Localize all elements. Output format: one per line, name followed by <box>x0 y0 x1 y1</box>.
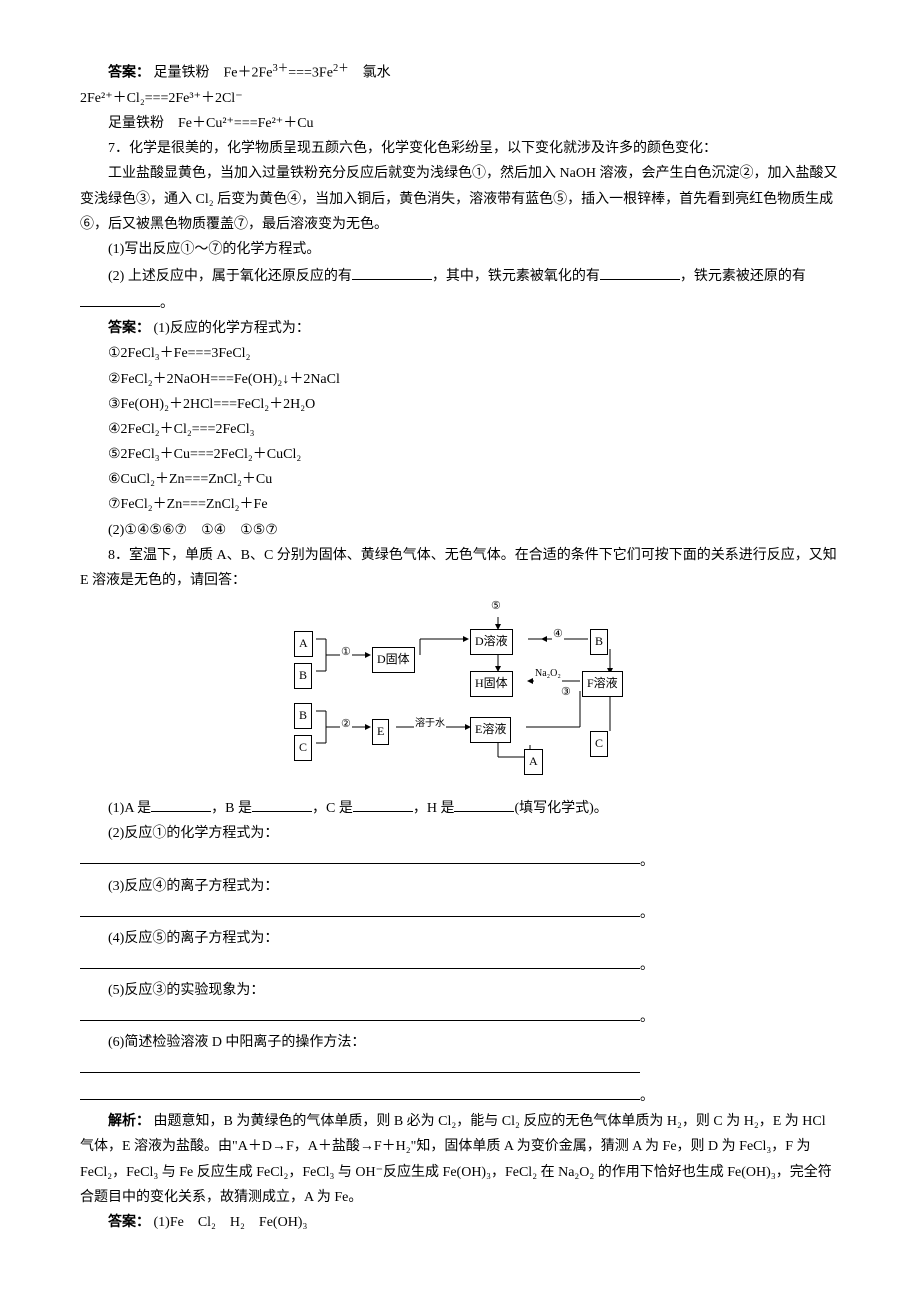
q7-answer: 答案： (1)反应的化学方程式为： <box>80 316 840 341</box>
ans-pre-1c: ===3Fe <box>288 66 333 81</box>
lab-na: Na₂O₂ <box>534 665 562 683</box>
box-d: D固体 <box>372 647 415 673</box>
ans-pre-1e: 氯水 <box>349 66 391 81</box>
blank <box>352 262 432 280</box>
q8-1d: ，H 是 <box>413 801 455 816</box>
box-b1b: B <box>294 703 312 729</box>
box-a2: A <box>524 749 543 775</box>
q8-intro: 8．室温下，单质 A、B、C 分别为固体、黄绿色气体、无色气体。在合适的条件下它… <box>80 543 840 593</box>
jiexi-label: 解析： <box>108 1114 150 1129</box>
period: 。 <box>640 1010 654 1025</box>
q7-eq3: ③Fe(OH)₂＋2HCl===FeCl₂＋2H₂O <box>80 392 840 417</box>
q8-1a: (1)A 是 <box>108 801 151 816</box>
ans-pre-1b: 3＋ <box>273 63 289 74</box>
blank <box>252 794 312 812</box>
box-c1: C <box>294 735 312 761</box>
blank-line <box>80 1003 640 1021</box>
answer-label: 答案： <box>108 66 150 81</box>
q7-intro: 7．化学是很美的，化学物质呈现五颜六色，化学变化色彩纷呈，以下变化就涉及许多的颜… <box>80 136 840 161</box>
q8-1b: ，B 是 <box>211 801 252 816</box>
q8-sub4-blank: 。 <box>80 951 840 978</box>
q8-jiexi: 解析： 由题意知，B 为黄绿色的气体单质，则 B 必为 Cl₂，能与 Cl₂ 反… <box>80 1109 840 1210</box>
box-h: H固体 <box>470 671 513 697</box>
lab1: ① <box>340 643 352 663</box>
period: 。 <box>640 906 654 921</box>
q8-answer: 答案： (1)Fe Cl₂ H₂ Fe(OH)₃ <box>80 1210 840 1235</box>
q7-eq1: ①2FeCl₃＋Fe===3FeCl₂ <box>80 341 840 366</box>
blank <box>600 262 680 280</box>
lab3: ③ <box>560 683 572 703</box>
ans-pre-1d: 2＋ <box>333 63 349 74</box>
answer-label: 答案： <box>108 321 150 336</box>
blank-line <box>80 899 640 917</box>
q7-eq4: ④2FeCl₂＋Cl₂===2FeCl₃ <box>80 417 840 442</box>
box-dsol: D溶液 <box>470 629 513 655</box>
blank <box>454 794 514 812</box>
q8-sub5: (5)反应③的实验现象为： <box>80 978 840 1003</box>
q7-sub1: (1)写出反应①～⑦的化学方程式。 <box>80 237 840 262</box>
blank-line <box>80 1055 640 1073</box>
box-b1: B <box>294 663 312 689</box>
answer-pre-line2: 2Fe²⁺＋Cl₂===2Fe³⁺＋2Cl⁻ <box>80 86 840 111</box>
q7-ans-head: (1)反应的化学方程式为： <box>154 321 310 336</box>
q8-diagram: A B B C D固体 E D溶液 H固体 E溶液 F溶液 B A C ① ② … <box>80 599 840 788</box>
q8-ans1: (1)Fe Cl₂ H₂ Fe(OH)₃ <box>154 1215 308 1230</box>
blank-line <box>80 1082 640 1100</box>
q8-sub5-blank: 。 <box>80 1003 840 1030</box>
blank <box>353 794 413 812</box>
q7-sub2-a: (2) 上述反应中，属于氧化还原反应的有 <box>108 269 352 284</box>
period: 。 <box>640 958 654 973</box>
q7-sub2-d: 。 <box>160 296 174 311</box>
q7-sub2-c: ，铁元素被还原的有 <box>680 269 806 284</box>
q8-sub6: (6)简述检验溶液 D 中阳离子的操作方法： <box>80 1030 840 1055</box>
blank-line <box>80 847 640 865</box>
q8-sub3-blank: 。 <box>80 899 840 926</box>
box-esol: E溶液 <box>470 717 511 743</box>
q7-ans2: (2)①④⑤⑥⑦ ①④ ①⑤⑦ <box>80 518 840 543</box>
q8-sub2: (2)反应①的化学方程式为： <box>80 821 840 846</box>
q7-eq5: ⑤2FeCl₃＋Cu===2FeCl₂＋CuCl₂ <box>80 442 840 467</box>
box-f: F溶液 <box>582 671 623 697</box>
lab-dissolve: 溶于水 <box>414 715 446 733</box>
ans-pre-1a: 足量铁粉 Fe＋2Fe <box>154 66 273 81</box>
answer-pre-line3: 足量铁粉 Fe＋Cu²⁺===Fe²⁺＋Cu <box>80 111 840 136</box>
q8-1c: ，C 是 <box>312 801 353 816</box>
box-c2: C <box>590 731 608 757</box>
lab5: ⑤ <box>490 597 502 617</box>
q7-sub2: (2) 上述反应中，属于氧化还原反应的有 ，其中，铁元素被氧化的有 ，铁元素被还原的… <box>80 262 840 316</box>
blank <box>151 794 211 812</box>
q8-sub4: (4)反应⑤的离子方程式为： <box>80 926 840 951</box>
answer-label: 答案： <box>108 1215 150 1230</box>
answer-pre-line1: 答案： 足量铁粉 Fe＋2Fe3＋===3Fe2＋ 氯水 <box>80 60 840 86</box>
q8-sub6-blank2: 。 <box>80 1082 840 1109</box>
q8-sub3: (3)反应④的离子方程式为： <box>80 874 840 899</box>
q8-sub2-blank: 。 <box>80 847 840 874</box>
q8-1e: (填写化学式)。 <box>514 801 607 816</box>
q8-jiexi-text: 由题意知，B 为黄绿色的气体单质，则 B 必为 Cl₂，能与 Cl₂ 反应的无色… <box>80 1114 832 1205</box>
q7-eq2: ②FeCl₂＋2NaOH===Fe(OH)₂↓＋2NaCl <box>80 367 840 392</box>
q7-eq7: ⑦FeCl₂＋Zn===ZnCl₂＋Fe <box>80 492 840 517</box>
period: 。 <box>640 853 654 868</box>
period: 。 <box>640 1089 654 1104</box>
q7-sub2-b: ，其中，铁元素被氧化的有 <box>432 269 600 284</box>
q8-sub1: (1)A 是 ，B 是 ，C 是 ，H 是 (填写化学式)。 <box>80 794 840 821</box>
q7-body: 工业盐酸显黄色，当加入过量铁粉充分反应后就变为浅绿色①，然后加入 NaOH 溶液… <box>80 161 840 237</box>
box-a1: A <box>294 631 313 657</box>
box-b2: B <box>590 629 608 655</box>
q8-sub6-blank1 <box>80 1055 840 1082</box>
lab2: ② <box>340 715 352 735</box>
q7-eq6: ⑥CuCl₂＋Zn===ZnCl₂＋Cu <box>80 467 840 492</box>
lab4: ④ <box>552 625 564 645</box>
blank-line <box>80 951 640 969</box>
box-e: E <box>372 719 389 745</box>
blank <box>80 289 160 307</box>
